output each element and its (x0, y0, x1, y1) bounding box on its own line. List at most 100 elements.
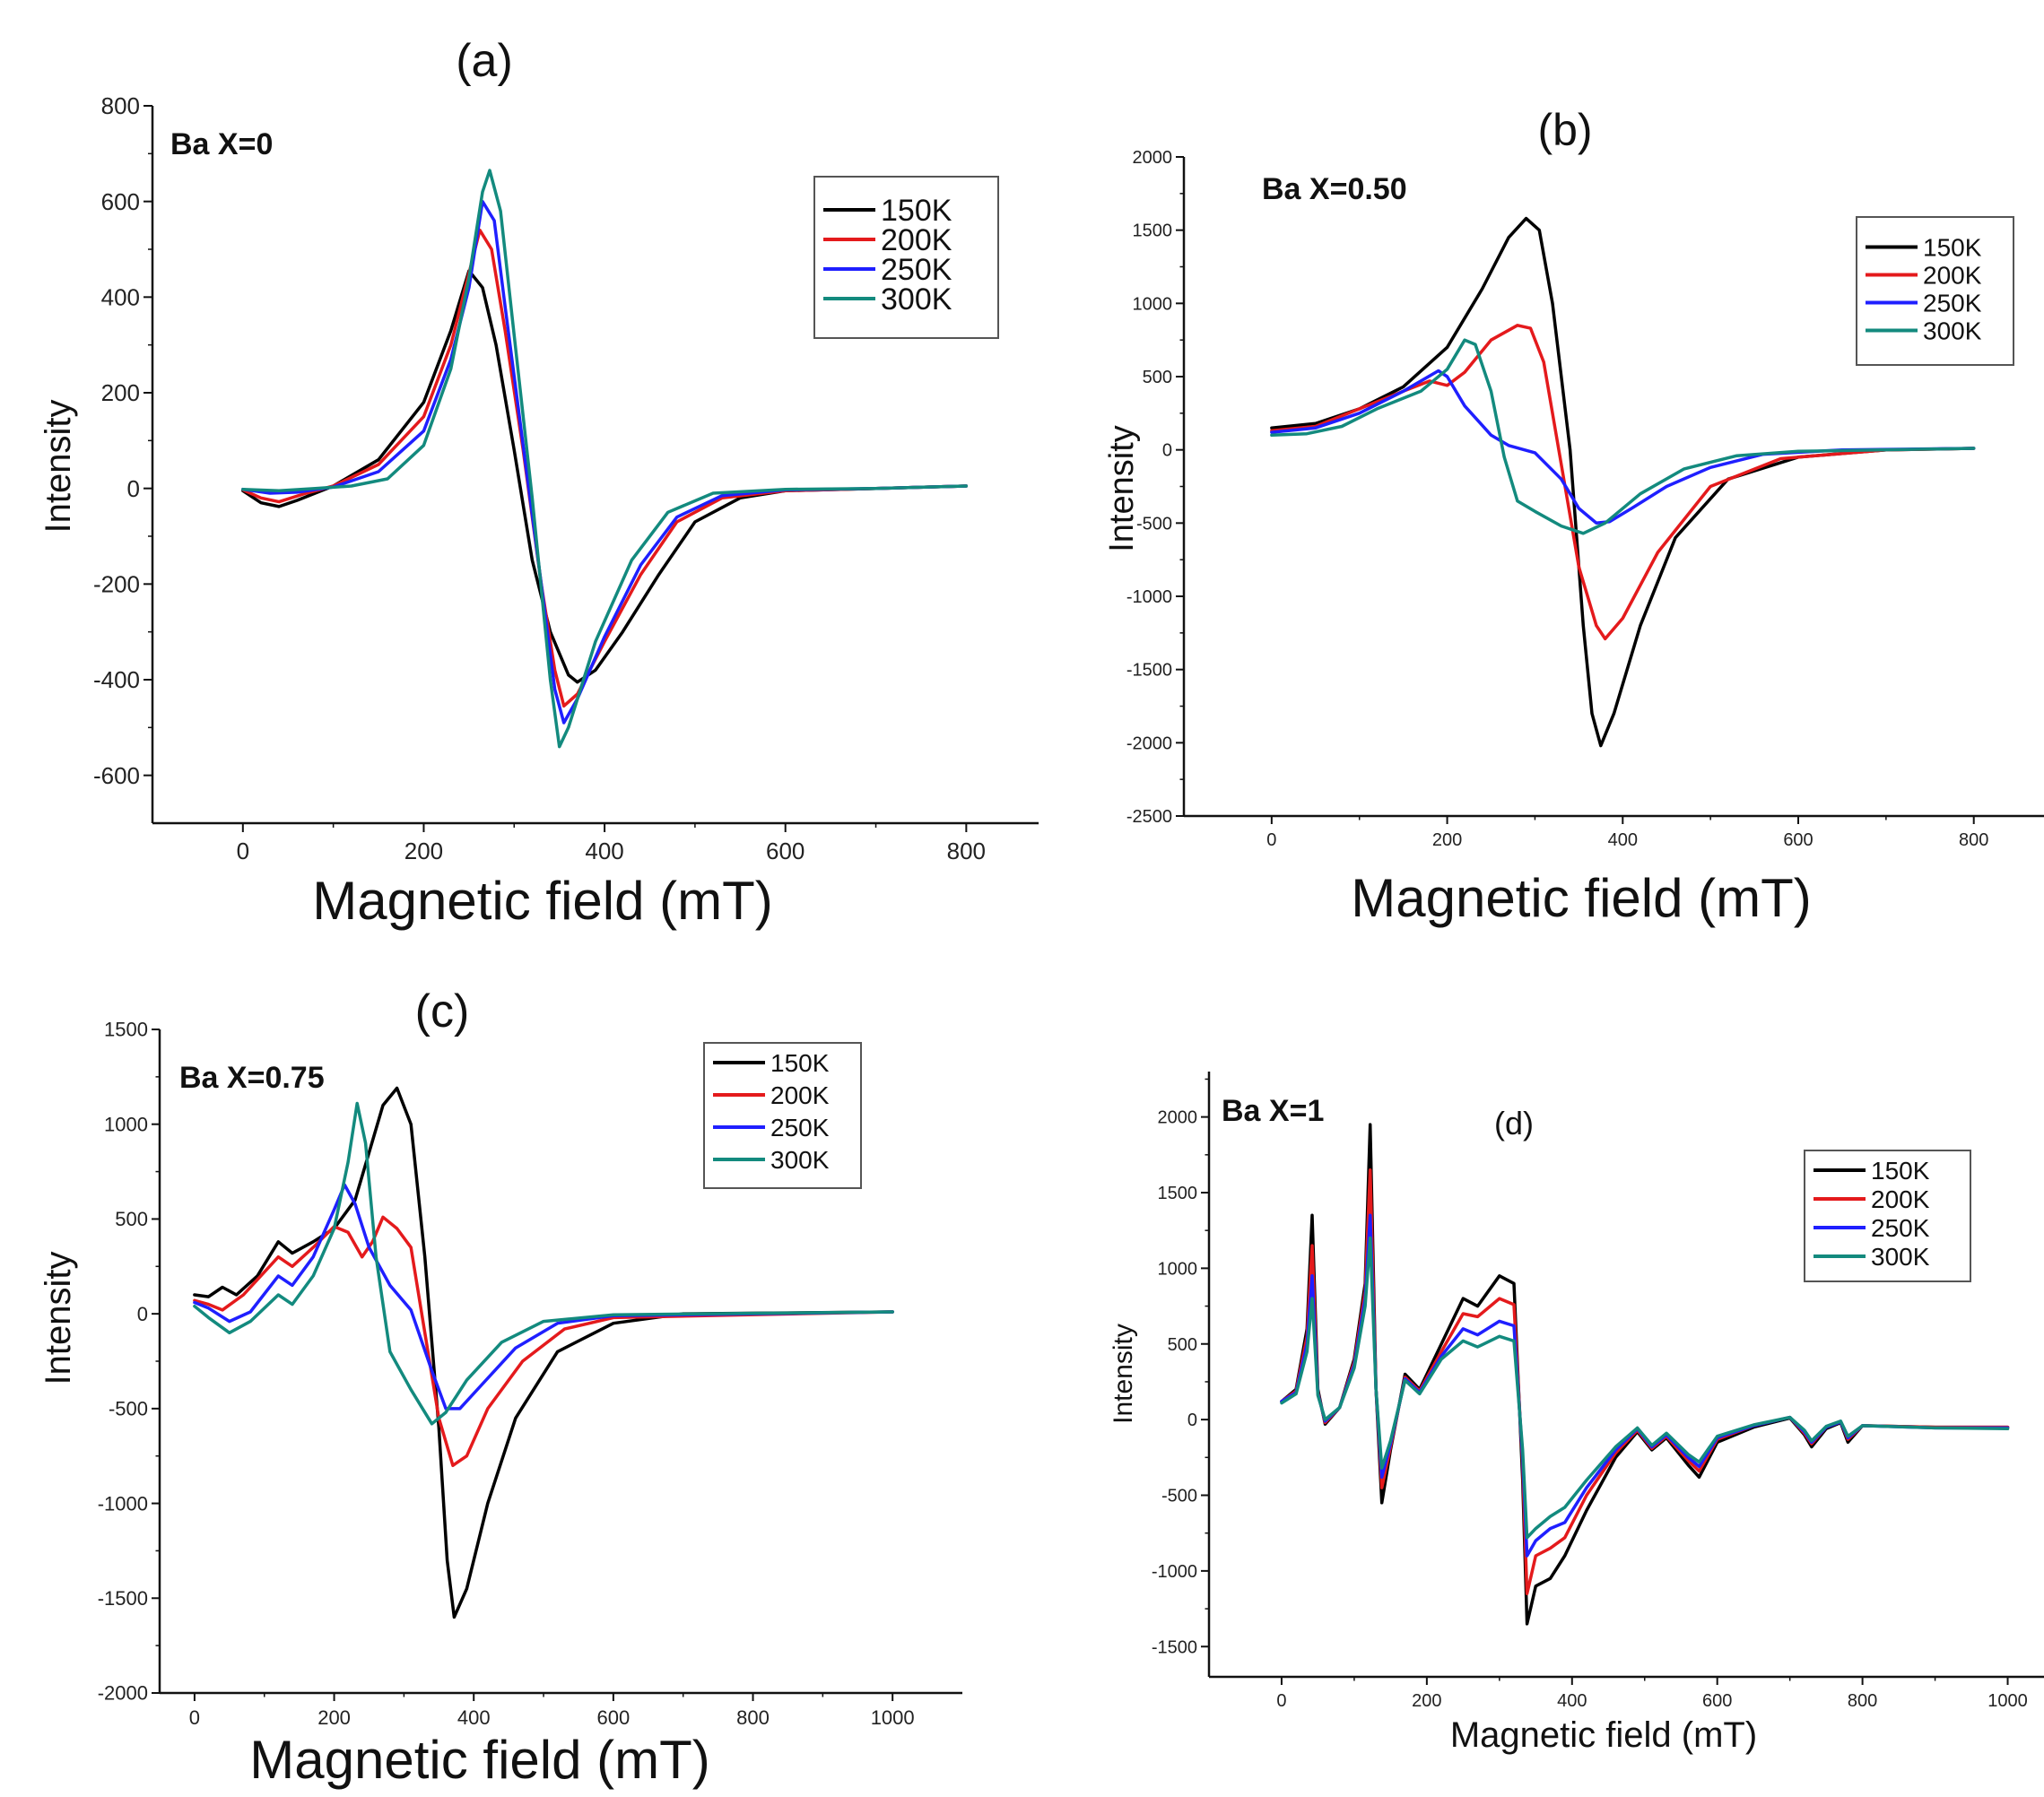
y-tick-label: 0 (137, 1303, 148, 1325)
x-tick-label: 0 (1266, 830, 1276, 850)
y-tick-label: -600 (93, 762, 140, 789)
y-tick-label: 500 (1168, 1335, 1197, 1355)
y-tick-label: -1500 (98, 1587, 148, 1610)
y-tick-label: 600 (101, 188, 140, 215)
y-tick-label: 200 (101, 379, 140, 406)
legend-label-200K: 200K (881, 223, 952, 257)
chart-panel-4: -1500 -1000 -500 0 500 1000 1500 2000 0 200 400 600… (1109, 1072, 2044, 1755)
series-line-300K (1270, 338, 1976, 535)
y-tick-label: -500 (1161, 1487, 1197, 1506)
y-tick-label: -1000 (1152, 1562, 1197, 1582)
y-tick-label: -1000 (98, 1492, 148, 1515)
x-tick-label: 1000 (1987, 1691, 2028, 1711)
y-tick-label: 1500 (1158, 1184, 1198, 1203)
y-tick-label: 500 (1143, 368, 1172, 387)
x-tick-label: 200 (317, 1706, 351, 1729)
legend-label-250K: 250K (1923, 289, 1982, 317)
x-tick-label: 600 (597, 1706, 631, 1729)
legend-label-150K: 150K (770, 1049, 830, 1077)
y-tick-label: 2000 (1133, 148, 1173, 168)
series-line-200K (1270, 324, 1976, 641)
x-tick-label: 800 (1959, 830, 1988, 850)
x-axis-title: Magnetic field (mT) (312, 871, 772, 931)
series-line-200K (193, 1215, 894, 1468)
series-line-150K (1270, 216, 1976, 748)
x-axis-title: Magnetic field (mT) (249, 1730, 709, 1790)
legend-label-250K: 250K (881, 253, 952, 287)
y-tick-label: -1000 (1126, 587, 1172, 607)
x-tick-label: 800 (1848, 1691, 1877, 1711)
y-tick-label: -500 (109, 1398, 148, 1420)
y-tick-label: -2000 (1126, 734, 1172, 753)
legend-label-300K: 300K (1871, 1243, 1930, 1271)
legend-box (1804, 1150, 1971, 1282)
legend-box (703, 1042, 862, 1189)
x-tick-label: 1000 (871, 1706, 915, 1729)
series-line-250K (1270, 369, 1976, 525)
series-line-150K (193, 1086, 894, 1619)
x-tick-label: 0 (189, 1706, 200, 1729)
legend-label-300K: 300K (770, 1146, 830, 1174)
series-line-250K (193, 1183, 894, 1411)
x-tick-label: 400 (585, 838, 623, 864)
y-tick-label: 500 (115, 1208, 148, 1230)
legend-label-200K: 200K (1871, 1185, 1930, 1213)
x-tick-label: 400 (1608, 830, 1638, 850)
x-tick-label: 0 (1276, 1691, 1286, 1711)
legend-label-150K: 150K (1871, 1157, 1930, 1185)
legend-label-200K: 200K (770, 1081, 830, 1109)
sample-label: Ba X=0.75 (179, 1061, 325, 1095)
y-tick-label: 1000 (1158, 1259, 1198, 1279)
y-tick-label: -1500 (1126, 661, 1172, 681)
x-tick-label: 600 (766, 838, 805, 864)
x-tick-label: 800 (947, 838, 986, 864)
x-tick-label: 400 (1557, 1691, 1587, 1711)
x-tick-label: 400 (457, 1706, 491, 1729)
legend-label-200K: 200K (1923, 261, 1982, 289)
series-line-300K (1280, 1236, 2010, 1540)
panel-letter: (c) (415, 985, 470, 1037)
x-tick-label: 200 (1412, 1691, 1441, 1711)
y-tick-label: 1500 (104, 1019, 148, 1041)
sample-label: Ba X=0 (170, 127, 273, 161)
y-tick-label: 800 (101, 92, 140, 119)
panel-letter: (b) (1537, 105, 1592, 155)
chart-panel-3: -2000 -1500 -1000 -500 0 500 1000 1500 0 200 400 60… (39, 985, 962, 1790)
y-axis-title: Intensity (39, 400, 78, 534)
legend-box (1856, 216, 2014, 366)
y-tick-label: 400 (101, 283, 140, 310)
x-tick-label: 200 (1432, 830, 1462, 850)
legend-label-250K: 250K (770, 1114, 830, 1142)
x-tick-label: 200 (404, 838, 443, 864)
chart-panel-2: -2500-2000-1500-1000-5000500100015002000… (1103, 105, 2044, 928)
y-tick-label: 0 (127, 475, 140, 502)
legend-label-150K: 150K (1923, 233, 1982, 261)
y-tick-label: 0 (1162, 441, 1172, 461)
legend: 150K 200K 250K 300K (703, 1042, 862, 1189)
sample-label: Ba X=1 (1222, 1094, 1324, 1128)
panel-letter: (a) (456, 35, 513, 87)
x-tick-label: 600 (1702, 1691, 1732, 1711)
y-axis-title: Intensity (1109, 1324, 1138, 1424)
y-tick-label: 1000 (104, 1113, 148, 1135)
y-tick-label: -500 (1136, 514, 1172, 534)
y-tick-label: -1500 (1152, 1637, 1197, 1657)
legend-label-250K: 250K (1871, 1214, 1930, 1242)
x-tick-label: 800 (736, 1706, 770, 1729)
x-tick-label: 600 (1783, 830, 1813, 850)
legend-label-150K: 150K (881, 194, 952, 228)
panel-letter: (d) (1494, 1105, 1534, 1142)
y-tick-label: 0 (1187, 1411, 1197, 1430)
y-tick-label: 1000 (1133, 294, 1173, 314)
y-tick-label: 1500 (1133, 221, 1173, 241)
chart-panel-1: -600 -400 -200 0 200 400 600 800 0 200 400 600 800 (a… (39, 35, 1039, 931)
y-tick-label: -400 (93, 666, 140, 693)
x-axis-title: Magnetic field (mT) (1450, 1715, 1757, 1755)
y-axis-title: Intensity (1103, 425, 1141, 552)
series-line-300K (241, 169, 969, 749)
series-line-250K (241, 199, 969, 725)
